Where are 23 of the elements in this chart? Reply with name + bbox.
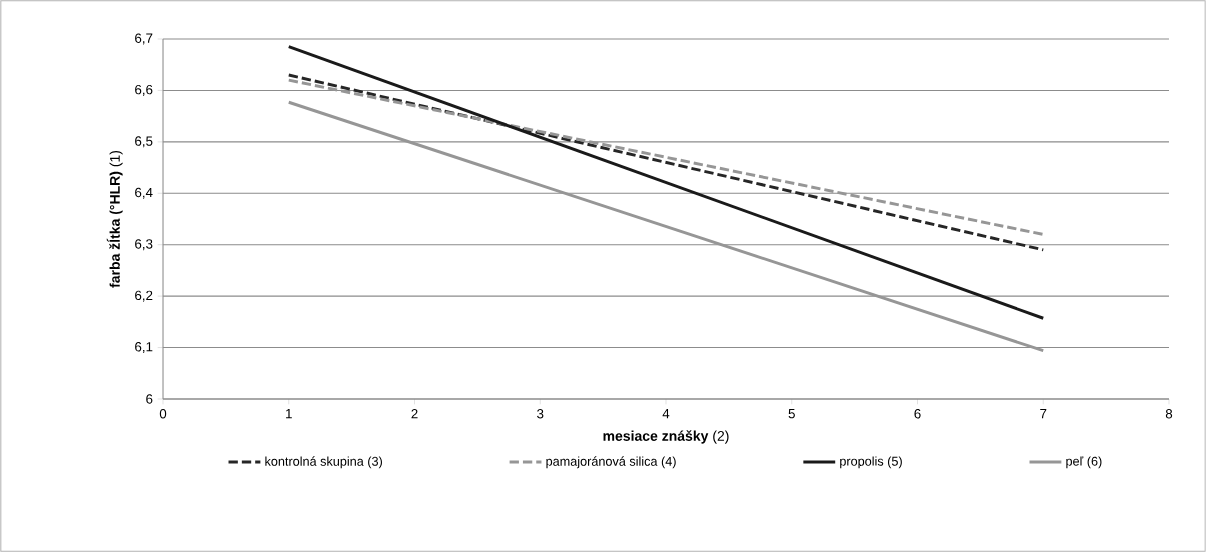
y-tick-label: 6,7 [135, 33, 153, 45]
y-tick-label: 6,5 [135, 136, 153, 148]
x-tick-label: 7 [1040, 409, 1047, 419]
x-axis-title: mesiace znášky (2) [603, 430, 729, 444]
x-tick-label: 3 [537, 409, 544, 419]
x-tick-label: 2 [411, 409, 418, 419]
y-tick-label: 6,4 [135, 187, 153, 199]
x-tick-label: 1 [286, 409, 292, 419]
y-tick-label: 6,6 [135, 84, 153, 96]
x-tick-label: 6 [914, 409, 921, 419]
legend-label: kontrolná skupina (3) [265, 456, 382, 469]
y-axis-title: farba žĺtka (°HLR) (1) [106, 150, 123, 288]
x-tick-label: 8 [1165, 409, 1173, 419]
legend-label: propolis (5) [840, 456, 902, 469]
y-tick-label: 6 [146, 394, 153, 404]
y-tick-label: 6,3 [135, 239, 153, 251]
legend-label: peľ (6) [1066, 456, 1102, 469]
y-tick-label: 6,1 [135, 342, 153, 354]
x-tick-label: 0 [159, 409, 167, 419]
y-tick-label: 6,2 [135, 290, 153, 302]
x-tick-label: 5 [788, 409, 795, 419]
x-tick-label: 4 [662, 409, 670, 419]
legend-label: pamajoránová silica (4) [546, 456, 676, 469]
